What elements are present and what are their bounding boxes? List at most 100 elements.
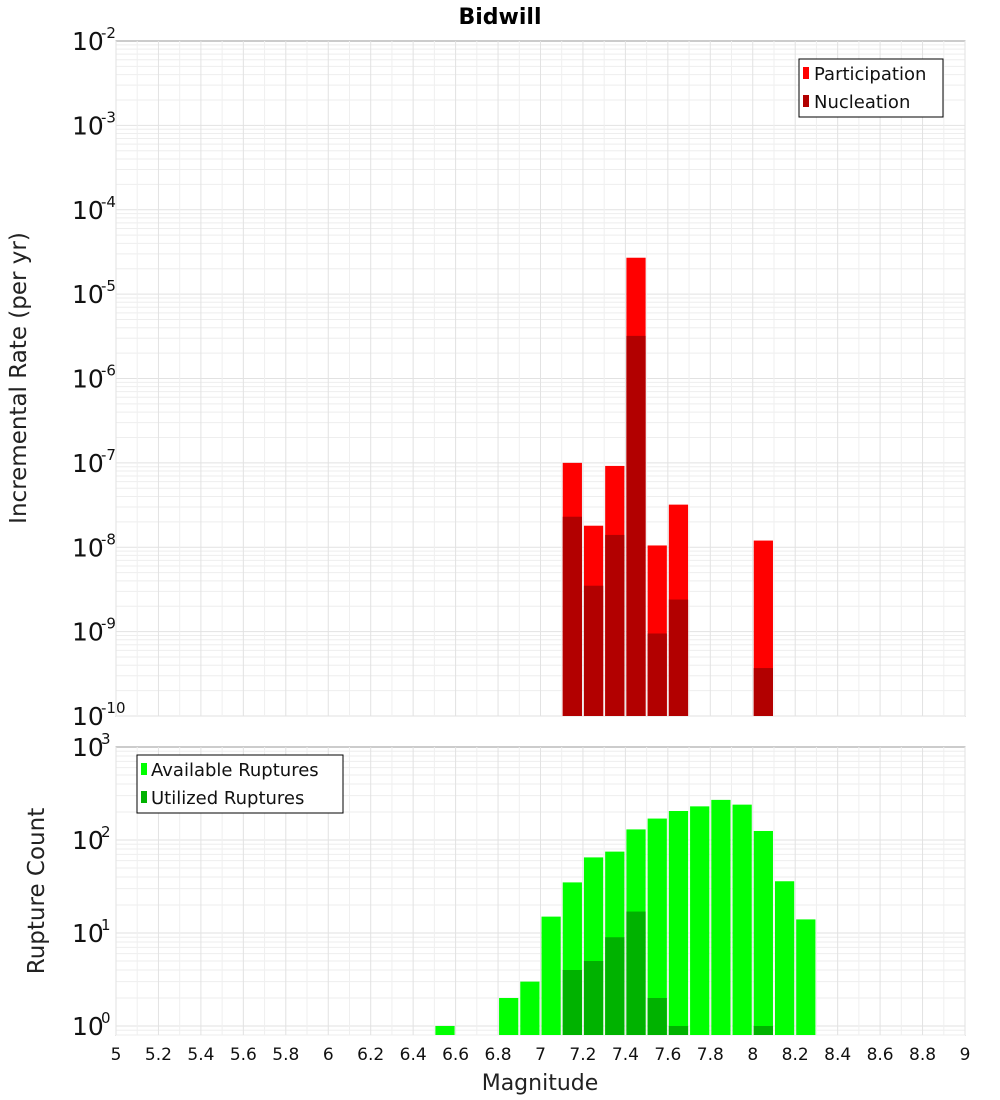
x-tick-label: 5.2 xyxy=(145,1045,172,1065)
x-tick-label: 9 xyxy=(960,1045,971,1065)
legend-label-utilized: Utilized Ruptures xyxy=(151,788,304,809)
y-tick-base: 10 xyxy=(72,449,104,478)
top-grid xyxy=(115,41,966,717)
y-tick-label: 101 xyxy=(72,916,111,948)
top-legend-box xyxy=(798,58,944,118)
y-tick-base: 10 xyxy=(72,111,104,140)
top-bar-nucleation xyxy=(647,633,667,716)
x-tick-label: 7.6 xyxy=(654,1045,681,1065)
y-tick-base: 10 xyxy=(72,365,104,394)
y-tick-label: 10-4 xyxy=(72,193,116,225)
y-tick-base: 10 xyxy=(72,196,104,225)
bottom-bar-available-ruptures xyxy=(435,1025,455,1035)
y-tick-base: 10 xyxy=(72,733,104,762)
y-tick-exponent: -3 xyxy=(101,108,116,126)
x-tick-label: 6.8 xyxy=(485,1045,512,1065)
x-tick-label: 8.6 xyxy=(867,1045,894,1065)
top-bar-nucleation xyxy=(626,335,646,716)
y-tick-base: 10 xyxy=(72,702,104,731)
top-y-ticks: 10-210-310-410-510-610-710-810-910-10 xyxy=(72,24,126,731)
y-tick-label: 10-2 xyxy=(72,24,116,56)
y-tick-base: 10 xyxy=(72,826,104,855)
bottom-legend: Available Ruptures Utilized Ruptures xyxy=(136,754,344,814)
x-tick-label: 8.8 xyxy=(909,1045,936,1065)
top-panel: 10-210-310-410-510-610-710-810-910-10 In… xyxy=(6,24,966,731)
y-tick-exponent: 2 xyxy=(101,823,111,841)
y-tick-exponent: -8 xyxy=(101,530,116,548)
x-axis-label: Magnitude xyxy=(482,1071,599,1096)
x-tick-label: 8 xyxy=(747,1045,758,1065)
legend-label-participation: Participation xyxy=(814,64,926,85)
top-bar-nucleation xyxy=(753,668,773,716)
y-tick-label: 10-8 xyxy=(72,530,116,562)
y-tick-base: 10 xyxy=(72,27,104,56)
x-tick-label: 5.6 xyxy=(230,1045,257,1065)
y-tick-label: 10-7 xyxy=(72,446,116,478)
top-y-axis-label: Incremental Rate (per yr) xyxy=(6,232,32,524)
bottom-bar-utilized-ruptures xyxy=(753,1025,773,1035)
bottom-legend-box xyxy=(136,754,344,814)
bottom-bar-available-ruptures xyxy=(541,916,561,1035)
y-tick-label: 103 xyxy=(72,730,111,762)
x-tick-label: 8.2 xyxy=(782,1045,809,1065)
y-tick-base: 10 xyxy=(72,1012,104,1041)
legend-label-available: Available Ruptures xyxy=(151,760,319,781)
bottom-bar-available-ruptures xyxy=(711,799,731,1035)
bottom-bar-available-ruptures xyxy=(499,997,519,1035)
y-tick-base: 10 xyxy=(72,533,104,562)
x-tick-label: 8.4 xyxy=(824,1045,851,1065)
bottom-bar-available-ruptures xyxy=(796,919,816,1035)
x-tick-label: 7 xyxy=(535,1045,546,1065)
top-bar-nucleation xyxy=(668,599,689,716)
y-tick-label: 102 xyxy=(72,823,111,855)
bottom-bar-utilized-ruptures xyxy=(605,937,625,1035)
x-tick-label: 6.4 xyxy=(400,1045,427,1065)
bottom-bar-available-ruptures xyxy=(668,811,689,1035)
bottom-bar-available-ruptures xyxy=(732,804,752,1035)
x-tick-label: 7.2 xyxy=(569,1045,596,1065)
y-tick-exponent: -7 xyxy=(101,446,116,464)
x-tick-label: 6.2 xyxy=(357,1045,384,1065)
legend-swatch-participation xyxy=(803,67,809,79)
bottom-bar-available-ruptures xyxy=(690,806,710,1035)
y-tick-label: 10-6 xyxy=(72,362,116,394)
x-tick-label: 5.4 xyxy=(187,1045,214,1065)
y-tick-exponent: -5 xyxy=(101,277,116,295)
x-tick-label: 6.6 xyxy=(442,1045,469,1065)
legend-swatch-nucleation xyxy=(803,95,809,107)
x-tick-label: 5 xyxy=(111,1045,122,1065)
x-ticks: 5 5.2 5.4 5.6 5.8 6 6.2 6.4 6.6 6.8 7 7.2 7.4 7.6 7.8 8… xyxy=(111,1045,971,1065)
bottom-bars xyxy=(435,799,816,1035)
bottom-y-axis-label: Rupture Count xyxy=(24,808,50,974)
legend-label-nucleation: Nucleation xyxy=(814,92,910,113)
y-tick-label: 10-5 xyxy=(72,277,116,309)
top-legend: Participation Nucleation xyxy=(798,58,944,118)
top-bar-nucleation xyxy=(583,585,604,716)
y-tick-exponent: 1 xyxy=(101,916,111,934)
top-bar-nucleation xyxy=(605,534,625,716)
bottom-bar-utilized-ruptures xyxy=(668,1025,689,1035)
y-tick-base: 10 xyxy=(72,280,104,309)
legend-swatch-utilized xyxy=(141,791,147,803)
chart-title: Bidwill xyxy=(458,5,541,30)
x-tick-label: 5.8 xyxy=(272,1045,299,1065)
x-tick-label: 7.4 xyxy=(612,1045,639,1065)
y-tick-label: 10-9 xyxy=(72,615,116,647)
y-tick-exponent: -4 xyxy=(101,193,116,211)
bottom-bar-available-ruptures xyxy=(753,830,773,1035)
y-tick-label: 10-3 xyxy=(72,108,116,140)
y-tick-exponent: -9 xyxy=(101,615,116,633)
y-tick-exponent: -10 xyxy=(101,699,126,717)
bottom-bar-utilized-ruptures xyxy=(626,911,646,1035)
bottom-bar-utilized-ruptures xyxy=(647,997,667,1035)
bottom-bar-available-ruptures xyxy=(647,818,667,1035)
y-tick-label: 10-10 xyxy=(72,699,126,731)
y-tick-base: 10 xyxy=(72,618,104,647)
legend-swatch-available xyxy=(141,763,147,775)
y-tick-exponent: 3 xyxy=(101,730,111,748)
y-tick-exponent: -2 xyxy=(101,24,116,42)
bottom-bar-utilized-ruptures xyxy=(583,960,604,1035)
